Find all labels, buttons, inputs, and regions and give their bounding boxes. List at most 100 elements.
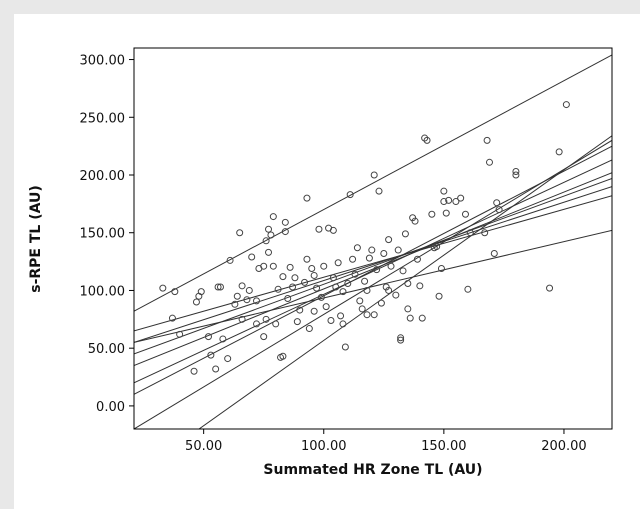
data-point-85 [370,311,378,319]
data-point-59 [317,293,325,301]
data-point-126 [485,158,493,166]
data-point-83 [368,246,376,254]
data-point-49 [296,306,304,314]
regression-line-8 [134,186,612,343]
data-point-132 [546,284,554,292]
data-point-87 [375,187,383,195]
data-point-81 [363,286,371,294]
data-point-40 [279,352,287,360]
data-point-53 [305,325,313,333]
data-point-20 [238,282,246,290]
data-point-29 [260,333,268,341]
data-point-14 [219,335,227,343]
data-point-24 [248,253,256,261]
data-point-102 [406,314,414,322]
data-point-55 [310,271,318,279]
data-point-69 [339,320,347,328]
data-point-4 [176,330,184,338]
data-point-5 [190,367,198,375]
data-point-51 [303,255,311,263]
data-point-110 [428,210,436,218]
y-tick-label: 150.00 [80,227,126,242]
data-point-1 [159,284,167,292]
data-point-8 [197,288,205,296]
data-point-96 [397,334,405,342]
data-point-16 [226,256,234,264]
data-point-101 [404,305,412,313]
data-point-74 [349,255,357,263]
y-axis-title: s-RPE TL (AU) [28,185,44,293]
data-point-17 [231,300,239,308]
data-point-54 [308,265,316,273]
data-point-48 [293,318,301,326]
data-point-71 [341,343,349,351]
data-point-41 [279,273,287,281]
data-point-109 [423,136,431,144]
data-point-120 [457,194,465,202]
data-point-13 [216,283,224,291]
data-point-84 [370,171,378,179]
regression-line-1 [134,54,612,312]
data-point-50 [301,278,309,286]
data-point-86 [373,266,381,274]
data-point-113 [435,292,443,300]
data-point-22 [243,296,251,304]
data-point-3 [171,288,179,296]
data-point-23 [245,286,253,294]
data-point-21 [238,315,246,323]
data-point-65 [329,274,337,282]
regression-lines [134,54,612,429]
data-point-112 [433,243,441,251]
data-point-122 [464,285,472,293]
data-point-116 [440,198,448,206]
data-point-98 [399,267,407,275]
regression-line-6 [134,172,612,366]
data-point-19 [236,229,244,237]
x-axis-ticks: 50.00 100.00 150.00 200.00 [185,429,587,454]
data-point-119 [452,198,460,206]
data-point-129 [495,206,503,214]
data-point-43 [281,218,289,226]
y-tick-label: 50.00 [88,342,125,357]
data-point-104 [411,217,419,225]
data-point-114 [437,265,445,273]
data-point-100 [404,280,412,288]
data-point-88 [377,299,385,307]
data-point-79 [361,277,369,285]
data-point-105 [413,255,421,263]
data-point-9 [204,333,212,341]
data-point-91 [385,236,393,244]
x-tick-label: 150.00 [421,439,467,454]
data-point-130 [512,168,520,176]
data-point-26 [253,320,261,328]
data-point-70 [339,288,347,296]
data-point-12 [214,283,222,291]
data-point-123 [466,229,474,237]
data-point-64 [329,226,337,234]
data-point-128 [493,199,501,207]
data-point-94 [392,291,400,299]
data-point-107 [418,314,426,322]
y-tick-label: 300.00 [80,54,126,69]
data-point-73 [346,191,354,199]
y-tick-label: 200.00 [80,169,126,184]
data-point-28 [260,262,268,270]
regression-line-9 [134,195,612,332]
data-point-133 [555,148,563,156]
data-point-127 [490,250,498,258]
regression-line-4 [134,145,612,395]
data-point-37 [272,320,280,328]
data-point-10 [207,351,215,359]
data-point-38 [274,285,282,293]
data-point-2 [168,314,176,322]
data-point-75 [351,270,359,278]
regression-line-5 [134,159,612,384]
data-point-66 [332,283,340,291]
data-point-92 [385,286,393,294]
x-tick-label: 100.00 [301,439,347,454]
data-point-61 [322,303,330,311]
data-point-57 [313,284,321,292]
data-point-33 [265,225,273,233]
data-point-72 [344,280,352,288]
